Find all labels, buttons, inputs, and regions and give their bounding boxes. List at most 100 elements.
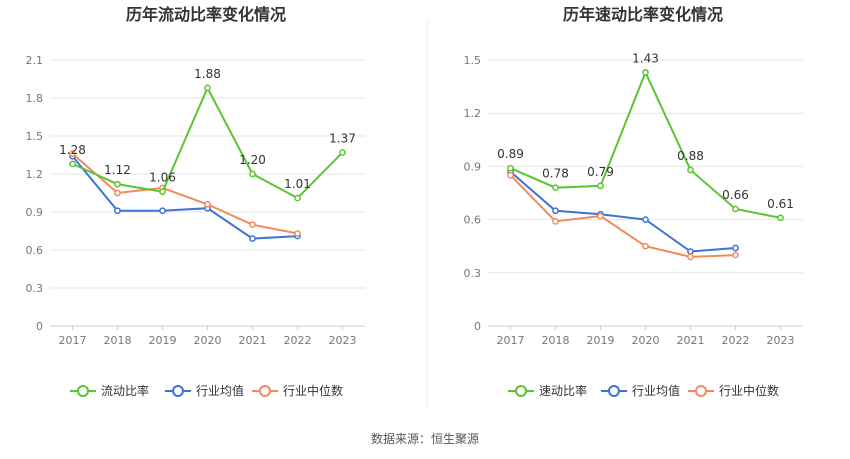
- y-tick-label: 1.8: [26, 92, 44, 105]
- data-point: [732, 251, 739, 259]
- x-tick-label: 2018: [542, 334, 570, 347]
- data-point: [552, 184, 559, 192]
- data-point: [687, 166, 694, 174]
- quick-ratio-chart: 历年速动比率变化情况 0 0.3 0.6 0.9 1.2 1.5 2017 2018 2019 20…: [464, 5, 803, 398]
- data-point: [249, 235, 256, 242]
- data-point: [249, 221, 256, 229]
- data-label: 0.88: [677, 149, 704, 163]
- legend-marker: [695, 385, 707, 397]
- legend-marker: [515, 385, 527, 397]
- x-tick-label: 2019: [587, 334, 615, 347]
- y-tick-label: 1.2: [26, 168, 44, 181]
- y-tick-label: 1.5: [464, 54, 482, 67]
- x-tick-label: 2020: [632, 334, 660, 347]
- x-tick-label: 2023: [329, 334, 357, 347]
- legend-label: 流动比率: [101, 383, 149, 398]
- series-line-2: [71, 152, 298, 235]
- data-point: [114, 180, 121, 188]
- series-line-2: [509, 174, 736, 258]
- y-tick-label: 1.2: [464, 107, 482, 120]
- data-label: 0.66: [722, 188, 749, 202]
- data-label: 1.28: [59, 143, 86, 157]
- x-tick-label: 2022: [722, 334, 750, 347]
- series-line-1: [71, 155, 298, 240]
- y-tick-label: 0.3: [464, 267, 482, 280]
- y-tick-label: 0.6: [26, 244, 44, 257]
- legend-marker: [172, 385, 184, 397]
- data-point: [732, 244, 739, 252]
- legend-marker: [259, 385, 271, 397]
- data-point: [642, 69, 649, 76]
- data-label: 1.01: [284, 177, 311, 191]
- data-label: 0.89: [497, 147, 524, 161]
- data-label: 1.20: [239, 153, 266, 167]
- x-tick-label: 2018: [104, 334, 132, 347]
- data-point: [642, 242, 649, 250]
- data-point: [552, 207, 559, 215]
- data-label: 0.79: [587, 165, 614, 179]
- y-tick-label: 0.6: [464, 214, 482, 227]
- data-label: 1.12: [104, 163, 131, 177]
- x-tick-label: 2017: [497, 334, 525, 347]
- data-point: [294, 194, 301, 202]
- data-source-label: 数据来源：恒生聚源: [371, 431, 479, 446]
- current-ratio-chart: 历年流动比率变化情况 0 0.3 0.6 0.9 1.2 1.5 1.8 2.1 2017 2018…: [26, 5, 365, 398]
- data-point: [69, 150, 76, 158]
- chart-title: 历年流动比率变化情况: [126, 5, 286, 24]
- legend-marker: [608, 385, 620, 397]
- data-point: [114, 207, 121, 215]
- data-point: [159, 188, 166, 196]
- data-label: 1.88: [194, 67, 221, 81]
- legend-marker: [77, 385, 89, 397]
- data-label: 1.43: [632, 51, 659, 65]
- legend-label: 行业中位数: [283, 383, 343, 398]
- legend-label: 行业均值: [196, 383, 244, 398]
- x-tick-label: 2023: [767, 334, 795, 347]
- data-point: [552, 218, 559, 225]
- data-point: [777, 214, 784, 222]
- legend-label: 速动比率: [539, 383, 587, 398]
- x-tick-label: 2017: [59, 334, 87, 347]
- data-label: 1.37: [329, 131, 356, 145]
- data-label: 0.78: [542, 167, 569, 181]
- y-tick-label: 1.5: [26, 130, 44, 143]
- legend-item-2[interactable]: 行业中位数: [688, 383, 779, 398]
- data-point: [732, 205, 739, 213]
- x-tick-label: 2020: [194, 334, 222, 347]
- legend-item-1[interactable]: 行业均值: [165, 383, 244, 398]
- data-point: [69, 160, 76, 168]
- data-point: [687, 248, 694, 255]
- data-point: [204, 84, 211, 92]
- x-tick-label: 2019: [149, 334, 177, 347]
- x-tick-label: 2022: [284, 334, 312, 347]
- series-line-1: [509, 170, 736, 253]
- x-tick-label: 2021: [677, 334, 705, 347]
- data-point: [642, 216, 649, 223]
- data-point: [339, 149, 346, 156]
- data-label: 1.06: [149, 171, 176, 185]
- chart-title: 历年速动比率变化情况: [563, 5, 723, 24]
- y-tick-label: 0.9: [464, 160, 482, 173]
- data-point: [294, 230, 301, 237]
- legend-item-0[interactable]: 速动比率: [508, 383, 587, 398]
- legend-item-2[interactable]: 行业中位数: [252, 383, 343, 398]
- legend-label: 行业中位数: [719, 383, 779, 398]
- y-tick-label: 0: [474, 320, 481, 333]
- y-tick-label: 2.1: [26, 54, 44, 67]
- y-tick-label: 0.9: [26, 206, 44, 219]
- y-tick-label: 0.3: [26, 282, 44, 295]
- data-point: [204, 201, 211, 208]
- data-point: [597, 182, 604, 190]
- x-tick-label: 2021: [239, 334, 267, 347]
- legend-item-1[interactable]: 行业均值: [601, 383, 680, 398]
- data-point: [687, 253, 694, 261]
- data-point: [114, 189, 121, 197]
- data-point: [507, 171, 514, 179]
- legend-item-0[interactable]: 流动比率: [70, 383, 149, 398]
- data-point: [249, 170, 256, 178]
- data-point: [597, 212, 604, 220]
- data-point: [507, 164, 514, 172]
- legend-label: 行业均值: [632, 383, 680, 398]
- data-label: 0.61: [767, 197, 794, 211]
